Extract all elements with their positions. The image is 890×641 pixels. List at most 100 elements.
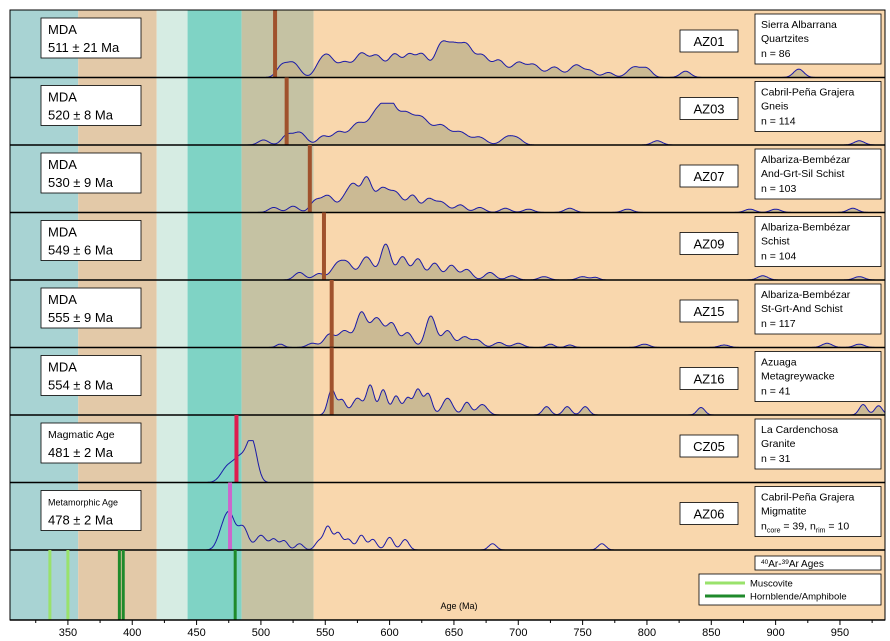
x-tick-label: 800 (638, 627, 656, 639)
x-tick-label: 450 (187, 627, 205, 639)
sample-box (679, 29, 739, 53)
unit-line-1: Sierra Albarrana (761, 19, 837, 31)
unit-line-2: And-Grt-Sil Schist (761, 168, 845, 180)
kde-fill-az16 (320, 384, 886, 415)
unit-box (754, 148, 882, 200)
age-box-value: 549 ± 6 Ma (48, 243, 114, 258)
sample-label: CZ05 (693, 439, 725, 454)
panels: MDA 511 ± 21 Ma AZ01 Sierra Albarrana Quartz… (10, 10, 886, 551)
sample-label: AZ07 (693, 169, 724, 184)
sample-label: AZ06 (693, 507, 724, 522)
panel-cz05: Magmatic Age 481 ± 2 Ma CZ05 La Cardenchosa… (10, 415, 885, 484)
age-box-value: 478 ± 2 Ma (48, 513, 114, 528)
sample-count: n = 31 (761, 453, 791, 465)
ar-label-box (754, 555, 882, 571)
count-subscript: rim (816, 528, 826, 535)
sample-count: n = 117 (761, 318, 796, 330)
unit-line-1: Albariza-Bembézar (761, 154, 851, 166)
ar-panel: 40Ar-39Ar Ages Muscovite Hornblende/Amphib… (48, 550, 882, 620)
kde-fill-az01 (266, 40, 815, 78)
count-part: = 10 (826, 521, 850, 533)
x-axis: 350 400 450 500 550 600 650 700 750 800 850 900 950 (9, 9, 886, 639)
count-part: n (761, 521, 767, 533)
panel-az03: MDA 520 ± 8 Ma AZ03 Cabril-Peña Grajera Gnei… (10, 77, 885, 146)
unit-line-2: Schist (761, 236, 790, 248)
kde-fill-az07 (258, 176, 869, 213)
count-part: n (810, 521, 816, 533)
age-box-title: MDA (48, 360, 77, 375)
band-2 (156, 10, 188, 620)
count-subscript: core (767, 528, 781, 535)
unit-box (754, 351, 882, 402)
legend-label-1: Hornblende/Amphibole (750, 592, 847, 603)
sample-count: n = 114 (761, 116, 796, 128)
unit-line-2: Migmatite (761, 506, 807, 518)
age-box-title: MDA (48, 225, 77, 240)
sample-count: ncore = 39, nrim = 10 (761, 521, 849, 535)
sample-label: AZ01 (693, 34, 724, 49)
sample-count: n = 86 (761, 48, 791, 60)
x-tick-label: 650 (445, 627, 463, 639)
plot-frame (9, 9, 886, 621)
unit-box (754, 283, 882, 335)
age-box (40, 85, 142, 126)
ar-label-part: Ar Ages (789, 559, 824, 570)
age-box-title: MDA (48, 292, 77, 307)
age-box (40, 355, 142, 396)
panel-az09: MDA 549 ± 6 Ma AZ09 Albariza-Bembézar Schist… (10, 212, 885, 281)
x-tick-label: 600 (380, 627, 398, 639)
sample-count: n = 104 (761, 251, 796, 263)
x-tick-label: 550 (316, 627, 334, 639)
sample-box (679, 367, 739, 390)
band-4 (241, 10, 314, 620)
kde-fill-az09 (284, 244, 875, 280)
sample-box (679, 299, 739, 323)
ar-label-sup: 39 (782, 559, 790, 566)
unit-line-2: St-Grt-And Schist (761, 303, 843, 315)
panel-az06: Metamorphic Age 478 ± 2 Ma AZ06 Cabril-Peña… (10, 482, 885, 551)
unit-line-1: Cabril-Peña Grajera (761, 492, 855, 504)
unit-box (754, 13, 882, 65)
x-tick-label: 850 (702, 627, 720, 639)
unit-line-1: Cabril-Peña Grajera (761, 87, 855, 99)
sample-label: AZ15 (693, 304, 724, 319)
age-box-value: 511 ± 21 Ma (48, 40, 120, 55)
band-3 (187, 10, 242, 620)
sample-count: n = 103 (761, 183, 796, 195)
kde-fill-az03 (248, 103, 875, 145)
x-axis-label: Age (Ma) (440, 601, 477, 611)
x-tick-label: 500 (252, 627, 270, 639)
age-box (40, 152, 142, 194)
age-box (40, 287, 142, 329)
age-box-title: MDA (48, 90, 77, 105)
age-box-title: MDA (48, 157, 77, 172)
age-box (40, 422, 142, 464)
ar-label-sup: 40 (761, 559, 769, 566)
x-tick-label: 400 (123, 627, 141, 639)
sample-box (679, 502, 739, 525)
x-tick-label: 900 (766, 627, 784, 639)
sample-label: AZ09 (693, 237, 724, 252)
unit-box (754, 216, 882, 267)
sample-label: AZ03 (693, 102, 724, 117)
unit-box (754, 81, 882, 132)
unit-line-1: Azuaga (761, 357, 797, 369)
age-box-title: Metamorphic Age (48, 498, 118, 508)
age-box-value: 520 ± 8 Ma (48, 108, 114, 123)
sample-label: AZ16 (693, 372, 724, 387)
unit-line-1: La Cardenchosa (761, 424, 838, 436)
sample-box (679, 232, 739, 255)
unit-box (754, 418, 882, 470)
panel-az07: MDA 530 ± 9 Ma AZ07 Albariza-Bembézar And-Gr… (10, 145, 885, 214)
x-tick-label: 950 (831, 627, 849, 639)
unit-box (754, 486, 882, 537)
ar-legend-box (698, 573, 882, 606)
sample-count: n = 41 (761, 386, 791, 398)
unit-line-2: Metagreywacke (761, 371, 835, 383)
x-tick-label: 750 (573, 627, 591, 639)
unit-line-2: Granite (761, 438, 796, 450)
ar-label: 40Ar-39Ar Ages (761, 559, 824, 571)
age-box-title: MDA (48, 22, 77, 37)
unit-line-1: Albariza-Bembézar (761, 222, 851, 234)
